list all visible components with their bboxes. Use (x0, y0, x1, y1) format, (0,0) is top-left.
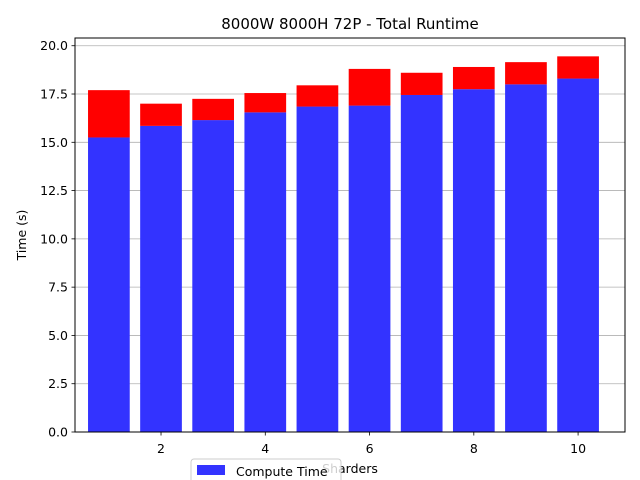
bar-segment-red (244, 93, 287, 113)
bar-compute-time (557, 78, 599, 432)
y-tick-label: 15.0 (40, 135, 68, 150)
x-tick-label: 6 (366, 441, 374, 456)
y-tick-label: 7.5 (48, 280, 68, 295)
legend: Compute Time (190, 458, 342, 480)
bar-compute-time (192, 120, 235, 432)
bar-segment-red (557, 56, 599, 79)
legend-label-compute-time: Compute Time (236, 464, 328, 479)
y-tick-label: 5.0 (48, 328, 68, 343)
x-tick-label: 2 (157, 441, 165, 456)
y-axis-ticks: 0.0 2.5 5.0 7.5 10.0 12.5 15.0 17.5 20.0 (40, 38, 75, 440)
y-axis-title: Time (s) (14, 210, 29, 262)
x-axis-ticks: 2 4 6 8 10 (157, 432, 586, 456)
bar-compute-time (452, 89, 495, 433)
y-tick-label: 20.0 (40, 38, 68, 53)
y-tick-label: 17.5 (40, 87, 68, 102)
bar-segment-red (88, 90, 130, 138)
x-tick-label: 8 (470, 441, 478, 456)
bar-compute-time (505, 84, 547, 433)
legend-swatch-compute-time (197, 465, 225, 475)
x-tick-label: 4 (261, 441, 269, 456)
y-tick-label: 12.5 (40, 183, 68, 198)
bar-segment-red (192, 98, 235, 121)
bar-segment-red (400, 72, 443, 95)
y-tick-label: 0.0 (48, 425, 68, 440)
plot-frame (74, 37, 626, 433)
bar-segment-red (505, 62, 547, 85)
bar-segment-red (296, 85, 339, 107)
bar-compute-time (400, 94, 443, 432)
bar-compute-time (348, 105, 391, 433)
chart-title: 8000W 8000H 72P - Total Runtime (221, 15, 479, 33)
bar-segment-red (452, 66, 495, 90)
bar-compute-time (140, 125, 182, 433)
bars (88, 56, 599, 433)
bar-compute-time (88, 137, 130, 432)
y-tick-label: 2.5 (48, 376, 68, 391)
bar-segment-red (348, 68, 391, 106)
bar-segment-red (140, 103, 182, 126)
x-tick-label: 10 (570, 441, 586, 456)
legend-box (190, 458, 342, 480)
bar-compute-time (244, 112, 287, 432)
y-tick-label: 10.0 (40, 231, 68, 246)
bar-compute-time (296, 106, 339, 433)
